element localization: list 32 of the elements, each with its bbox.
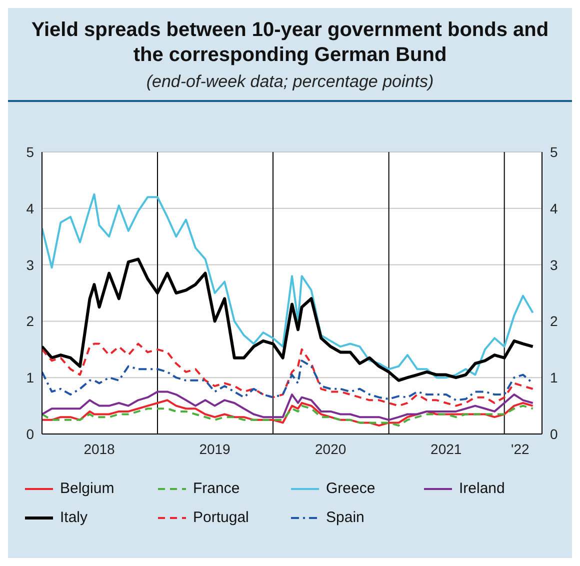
y2-tick-label: 3: [550, 256, 558, 273]
line-series: [42, 399, 534, 427]
y-tick-label: 2: [26, 313, 34, 330]
y2-tick-label: 0: [550, 426, 558, 442]
y-tick-label: 3: [26, 256, 34, 273]
x-tick-label: 2020: [315, 441, 346, 457]
line-series: [42, 342, 534, 407]
y-tick-label: 4: [26, 200, 34, 216]
chart-title: Yield spreads between 10-year government bonds and the corresponding German Bund: [30, 18, 550, 68]
legend-label: Ireland: [459, 480, 505, 497]
line-series: [42, 404, 534, 427]
y2-tick-label: 5: [550, 144, 558, 160]
line-series: [42, 360, 534, 402]
y-tick-label: 1: [26, 370, 34, 386]
line-series: [42, 193, 534, 379]
chart-subtitle: (end-of-week data; percentage points): [8, 72, 572, 102]
y2-tick-label: 1: [550, 370, 558, 386]
legend-label: Spain: [326, 509, 364, 526]
legend-label: Italy: [60, 509, 88, 526]
line-series: [42, 390, 534, 421]
x-tick-label: '22: [511, 441, 530, 457]
legend-label: Belgium: [60, 480, 114, 497]
x-tick-label: 2018: [84, 441, 116, 457]
y2-tick-label: 4: [550, 200, 558, 216]
y-tick-label: 5: [26, 144, 34, 160]
x-tick-label: 2021: [430, 441, 462, 457]
legend-label: Greece: [326, 480, 376, 497]
y-tick-label: 0: [26, 426, 34, 442]
y2-tick-label: 2: [550, 313, 558, 330]
legend-label: France: [193, 480, 240, 497]
legend-label: Portugal: [193, 509, 249, 526]
x-tick-label: 2019: [199, 441, 231, 457]
